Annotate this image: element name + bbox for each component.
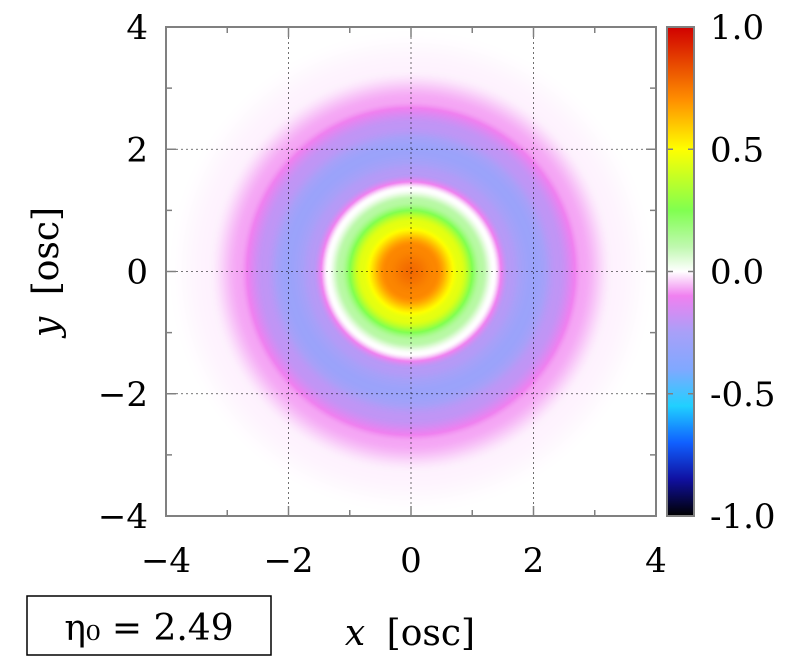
colorbar-tick-label: -0.5: [710, 375, 776, 415]
x-tick-label: 0: [400, 541, 422, 581]
x-axis-label: x [osc]: [345, 613, 475, 654]
y-axis-unit: [osc]: [26, 207, 67, 295]
y-tick-label: 0: [126, 253, 148, 293]
y-tick-label: 4: [126, 8, 148, 48]
x-tick-label: 4: [645, 541, 667, 581]
colorbar-tick-label: -1.0: [710, 497, 776, 537]
x-tick-labels: −4 −2 0 2 4: [141, 541, 667, 581]
colorbar-tick-label: 1.0: [710, 8, 764, 48]
y-tick-label: −4: [98, 497, 148, 537]
y-tick-labels: −4 −2 0 2 4: [98, 8, 148, 537]
colorbar-tick-label: 0.5: [710, 130, 764, 170]
colorbar-ticks: [667, 26, 694, 517]
y-axis-variable: y: [26, 316, 67, 339]
colorbar-tick-labels: 1.0 0.5 0.0 -0.5 -1.0: [710, 8, 776, 537]
grid-lines: [166, 27, 656, 516]
x-axis-variable: x: [345, 613, 365, 654]
y-axis-label: y [osc]: [26, 207, 67, 339]
y-tick-label: −2: [98, 375, 148, 415]
x-tick-label: −4: [141, 541, 191, 581]
colorbar-tick-label: 0.0: [710, 253, 764, 293]
annotation-text: η₀ = 2.49: [64, 608, 233, 649]
x-tick-label: −2: [263, 541, 313, 581]
y-tick-label: 2: [126, 130, 148, 170]
axis-ticks: [165, 26, 657, 517]
annotation-box: [26, 595, 272, 656]
x-axis-unit: [osc]: [387, 613, 475, 654]
x-tick-label: 2: [523, 541, 545, 581]
